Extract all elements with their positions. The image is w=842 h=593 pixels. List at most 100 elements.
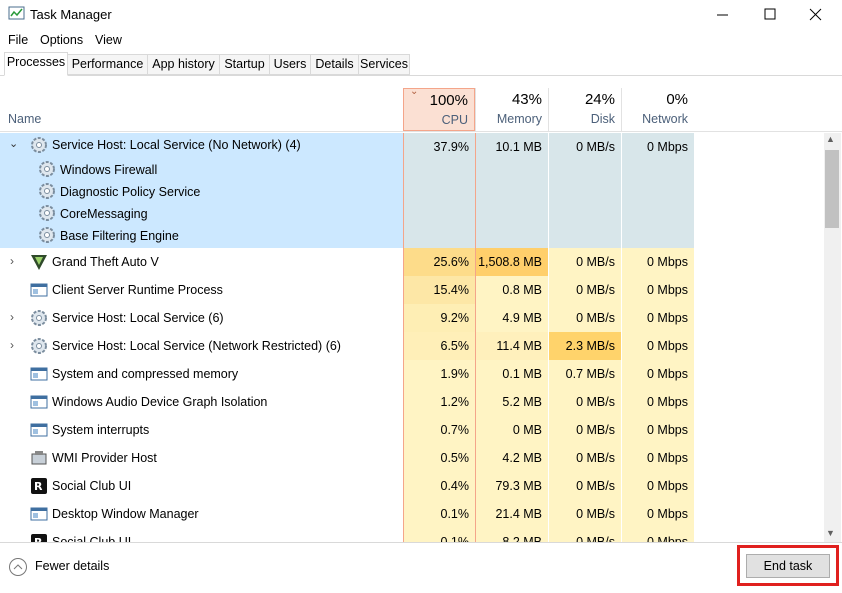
process-name[interactable]: Service Host: Local Service (6)	[52, 311, 224, 325]
process-name[interactable]: Grand Theft Auto V	[52, 255, 159, 269]
metric-cell: 8.2 MB	[476, 528, 548, 542]
column-header[interactable]: 100% CPU ⌄	[403, 86, 475, 131]
process-name[interactable]: Social Club UI	[52, 479, 132, 493]
process-icon: R	[31, 478, 47, 494]
process-icon	[31, 451, 47, 465]
metric-cell: 0 Mbps	[622, 332, 694, 360]
menu-item[interactable]: Options	[40, 33, 84, 47]
metric-value: 0.8 MB	[502, 282, 542, 297]
metric-value: 79.3 MB	[495, 478, 542, 493]
svg-text:R: R	[34, 480, 43, 493]
metric-value: 25.6%	[433, 254, 469, 269]
expand-chevron[interactable]: ›	[10, 310, 14, 324]
child-name[interactable]: CoreMessaging	[60, 207, 148, 221]
metric-cell: 0 MB	[476, 416, 548, 444]
tab[interactable]: Performance	[67, 54, 148, 75]
process-name[interactable]: Service Host: Local Service (No Network)…	[52, 138, 301, 152]
process-name[interactable]: Service Host: Local Service (Network Res…	[52, 339, 341, 353]
child-name[interactable]: Base Filtering Engine	[60, 229, 179, 243]
metric-cell: 6.5%	[403, 332, 476, 360]
metric-value: 0 MB	[512, 422, 542, 437]
column-header[interactable]: Name	[8, 112, 42, 126]
fewer-details-icon[interactable]	[8, 557, 28, 577]
sort-indicator: ⌄	[410, 86, 419, 97]
metric-value: 11.4 MB	[496, 338, 542, 353]
scrollbar-thumb[interactable]	[825, 150, 839, 228]
metric-value: 1.9%	[440, 366, 470, 381]
metric-cell: 79.3 MB	[476, 472, 548, 500]
expand-chevron[interactable]: ⌄	[9, 138, 19, 150]
metric-cell: 0 Mbps	[622, 360, 694, 388]
metric-value: 8.2 MB	[502, 534, 542, 543]
expand-chevron[interactable]: ›	[10, 254, 14, 268]
metric-value: 2.3 MB/s	[565, 338, 615, 353]
column-header[interactable]: 0% Network	[621, 88, 694, 131]
metric-cell: 0 Mbps	[622, 472, 694, 500]
menu-item[interactable]: File	[8, 33, 29, 47]
column-header[interactable]: 24% Disk	[548, 88, 621, 131]
metric-cell: 0 MB/s	[549, 444, 621, 472]
tab[interactable]: Startup	[219, 54, 270, 75]
tab[interactable]: Details	[310, 54, 359, 75]
menu-item[interactable]: View	[95, 33, 122, 47]
metric-cell: 37.9%	[403, 133, 476, 248]
metric-value: 0 MB/s	[576, 506, 615, 521]
metric-value: 0 MB/s	[576, 422, 615, 437]
metric-value: 0 MB/s	[576, 450, 615, 465]
metric-value: 0 Mbps	[647, 534, 688, 543]
child-name[interactable]: Diagnostic Policy Service	[60, 185, 201, 199]
metric-cell: 0 Mbps	[622, 416, 694, 444]
tab[interactable]: Processes	[4, 52, 68, 76]
column-percent: 43%	[511, 91, 542, 108]
tab[interactable]: Users	[269, 54, 311, 75]
metric-cell: 25.6%	[403, 248, 476, 276]
tab[interactable]: App history	[147, 54, 220, 75]
svg-text:R: R	[34, 536, 43, 542]
column-header[interactable]: 43% Memory	[475, 88, 548, 131]
process-list: 37.9% 10.1 MB 0 MB/s 0 Mbps ⌄ Service Host: L…	[0, 133, 824, 542]
column-label: Network	[642, 112, 688, 126]
child-name[interactable]: Windows Firewall	[60, 163, 158, 177]
process-name[interactable]: Client Server Runtime Process	[52, 283, 223, 297]
process-icon	[31, 338, 47, 354]
tab[interactable]: Services	[358, 54, 410, 75]
scrollbar[interactable]	[824, 133, 841, 542]
process-name[interactable]: Windows Audio Device Graph Isolation	[52, 395, 268, 409]
process-icon	[31, 255, 47, 270]
process-name[interactable]: System interrupts	[52, 423, 150, 437]
metric-value: 0.7 MB/s	[565, 366, 615, 381]
column-percent: 24%	[584, 91, 615, 108]
metric-value: 0 MB/s	[576, 310, 615, 325]
column-label: Disk	[590, 112, 615, 126]
metric-value: 0.5%	[440, 450, 470, 465]
scroll-up[interactable]: ▲	[826, 134, 835, 144]
metric-cell: 0.1%	[403, 528, 476, 542]
metric-value: 1,508.8 MB	[478, 254, 542, 269]
process-name[interactable]: System and compressed memory	[52, 367, 239, 381]
metric-cell: 0 MB/s	[549, 416, 621, 444]
scroll-down[interactable]: ▼	[826, 528, 835, 538]
process-name[interactable]: WMI Provider Host	[52, 451, 157, 465]
metric-value: 0.4%	[440, 478, 470, 493]
metric-cell: 0 Mbps	[622, 133, 694, 248]
metric-cell: 0.4%	[403, 472, 476, 500]
column-percent: 100%	[429, 92, 468, 109]
metric-cell: 0.1%	[403, 500, 476, 528]
expand-chevron[interactable]: ›	[10, 338, 14, 352]
process-name[interactable]: Desktop Window Manager	[52, 507, 199, 521]
metric-cell: 0.1 MB	[476, 360, 548, 388]
selected-row[interactable]	[0, 133, 403, 248]
fewer-details[interactable]: Fewer details	[35, 559, 110, 573]
metric-value: 21.4 MB	[495, 506, 542, 521]
metric-cell: 11.4 MB	[476, 332, 548, 360]
metric-value: 0 Mbps	[647, 254, 688, 269]
metric-value: 9.2%	[440, 310, 470, 325]
process-icon	[30, 423, 48, 437]
metric-value: 0.1 MB	[502, 366, 542, 381]
window-controls[interactable]	[700, 0, 842, 30]
end-task-button[interactable]: End task	[746, 554, 830, 578]
metric-cell: 1,508.8 MB	[476, 248, 548, 276]
metric-cell: 0 MB/s	[549, 388, 621, 416]
process-name[interactable]: Social Club UI	[52, 535, 132, 542]
metric-cell: 0 MB/s	[549, 472, 621, 500]
